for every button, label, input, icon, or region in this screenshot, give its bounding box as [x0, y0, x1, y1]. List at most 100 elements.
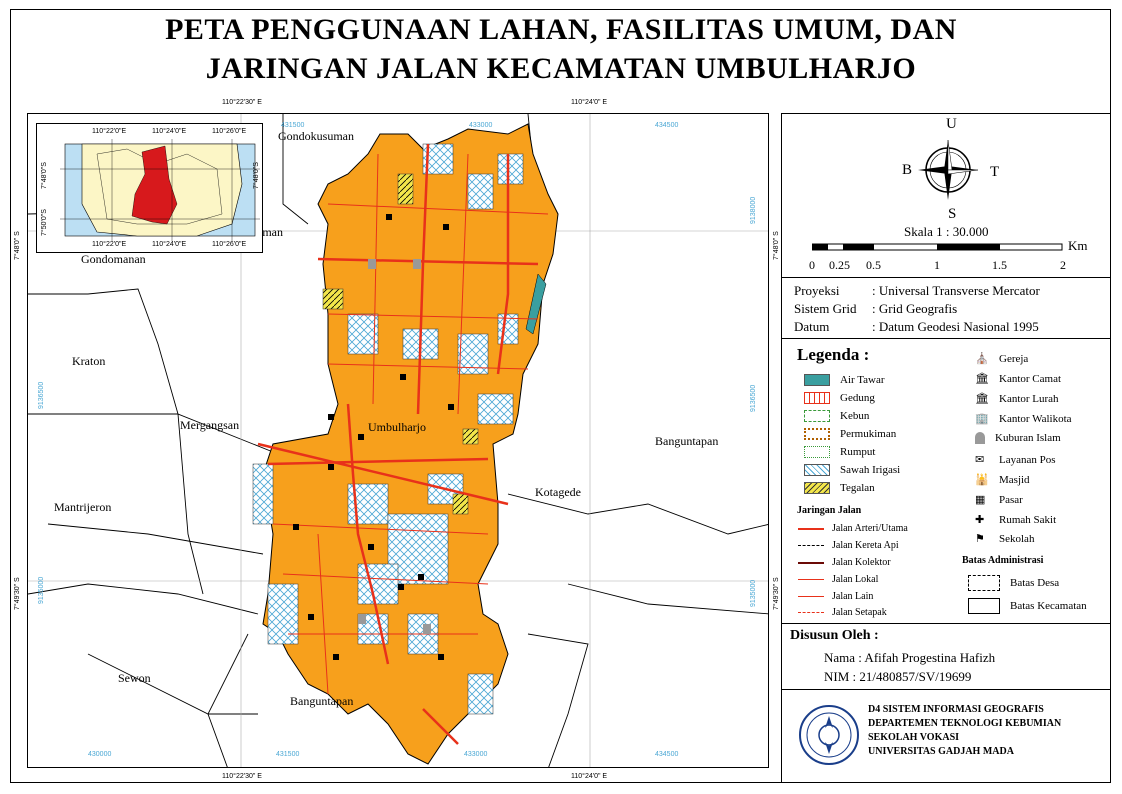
grid-left-2: 9135000 [38, 576, 45, 604]
label-partial-gondomanan: aman [257, 225, 283, 239]
scale-tick-0: 0 [809, 258, 815, 272]
grid-bottom-2: 431500 [276, 751, 300, 758]
inset-map[interactable]: 110°22'0"E 110°24'0"E 110°26'0"E 110°22'… [36, 123, 263, 253]
office-icon: 🏛 [975, 393, 989, 405]
district-boundaries [28, 114, 768, 767]
legend-kantor-walikota: 🏢 Kantor Walikota [975, 412, 1072, 426]
legend-pasar: ▦ Pasar [975, 493, 1023, 507]
grid-left-1: 9136500 [38, 381, 45, 409]
legend-label: Pasar [999, 494, 1023, 506]
legend-kantor-lurah: 🏛 Kantor Lurah [975, 392, 1059, 406]
office-icon: 🏛 [975, 373, 989, 385]
legend-title: Legenda : [797, 345, 870, 364]
scale-bar [812, 243, 1063, 251]
cemetery-markers [358, 259, 431, 634]
legend-pos: ✉ Layanan Pos [975, 453, 1056, 467]
grid-right-3: 9135000 [750, 579, 757, 607]
west-label: B [902, 162, 913, 178]
scale-tick-2: 2 [1060, 258, 1066, 272]
legend-label: Layanan Pos [999, 454, 1056, 466]
swatch-tegalan [804, 482, 830, 494]
proj-key-2: Sistem Grid [794, 301, 857, 316]
dry-fields [322, 173, 479, 515]
school-icon: ⚑ [975, 533, 985, 545]
proj-val-1: : Universal Transverse Mercator [872, 283, 1040, 298]
legend-label: Kantor Camat [999, 373, 1062, 385]
coord-bottom-1: 110°22'30" E [222, 773, 262, 780]
office-icon: 🏢 [975, 413, 989, 425]
inset-bottom-2: 110°24'0"E [152, 241, 187, 248]
scale-label: Skala 1 : 30.000 [904, 224, 989, 239]
grid-right-1: 9138000 [750, 196, 757, 224]
legend-label: Batas Kecamatan [1010, 600, 1087, 612]
institution-panel: D4 SISTEM INFORMASI GEOGRAFIS DEPARTEMEN… [781, 689, 1111, 783]
coord-bottom-2: 110°24'0" E [571, 773, 608, 780]
label-kraton: Kraton [72, 354, 106, 368]
legend-label: Air Tawar [840, 374, 885, 386]
legend-air-tawar: Air Tawar [804, 374, 885, 386]
line-lain [798, 596, 824, 597]
author-name: Nama : Afifah Progestina Hafizh [824, 650, 996, 665]
swatch-sawah [804, 464, 830, 476]
inset-left-2: 7°50'0"S [41, 209, 48, 236]
title-line-2: JARINGAN JALAN KECAMATAN UMBULHARJO [205, 52, 917, 85]
grid-top-2: 433000 [469, 122, 493, 129]
coord-left-2: 7°49'30" S [14, 577, 21, 610]
legend-permukiman: Permukiman [804, 428, 896, 440]
legend-road-lokal: Jalan Lokal [798, 574, 878, 585]
legend-sekolah: ⚑ Sekolah [975, 532, 1034, 546]
map-canvas [28, 114, 768, 767]
facility-markers [293, 214, 454, 660]
label-sewon: Sewon [118, 671, 151, 685]
legend-rumput: Rumput [804, 446, 875, 458]
north-scale-panel: U B T S Skala 1 : 30.000 Km 0 0.25 0.5 1… [781, 113, 1111, 278]
coord-right-2: 7°49'30" S [773, 577, 780, 610]
title-line-1: PETA PENGGUNAAN LAHAN, FASILITAS UMUM, D… [165, 13, 957, 46]
legend-label: Tegalan [840, 482, 875, 494]
umbulharjo-district[interactable] [262, 123, 559, 765]
legend-label: Kuburan Islam [995, 432, 1061, 444]
proj-key-1: Proyeksi [794, 283, 840, 298]
line-kolektor [798, 561, 824, 564]
east-label: T [990, 164, 1000, 180]
legend-label: Rumput [840, 446, 876, 458]
scale-tick-1: 1 [934, 258, 940, 272]
north-label: U [946, 116, 957, 132]
legend-label: Gedung [840, 392, 875, 404]
swatch-batas-kecamatan [968, 598, 1000, 614]
south-label: S [948, 206, 957, 222]
main-map[interactable]: Gondokusuman Gondomanan Kraton Mergangsa… [27, 113, 769, 768]
coord-top-1: 110°22'30" E [222, 99, 262, 106]
institution-line-3: SEKOLAH VOKASI [868, 732, 960, 743]
grid-bottom-4: 434500 [655, 751, 679, 758]
legend-label: Permukiman [840, 428, 897, 440]
author-panel: Disusun Oleh : Nama : Afifah Progestina … [781, 623, 1111, 690]
inset-top-3: 110°26'0"E [212, 128, 247, 135]
legend-label: Jalan Arteri/Utama [832, 523, 908, 534]
label-gondokusuman: Gondokusuman [278, 129, 354, 143]
grid-top-3: 434500 [655, 122, 679, 129]
church-icon: ⛪ [975, 353, 989, 365]
legend-panel: Legenda : Air Tawar Gedung Kebun Permuki… [781, 338, 1111, 624]
legend-label: Jalan Lain [832, 591, 874, 602]
inset-canvas [60, 139, 260, 241]
legend-batas-desa: Batas Desa [968, 575, 1059, 591]
swatch-permukiman [804, 428, 830, 440]
inset-top-1: 110°22'0"E [92, 128, 127, 135]
arterial-roads [257, 143, 539, 745]
legend-road-arteri: Jalan Arteri/Utama [798, 523, 908, 534]
inset-right-1: 7°48'0"S [253, 162, 260, 189]
label-kotagede: Kotagede [535, 485, 581, 499]
institution-line-2: DEPARTEMEN TEKNOLOGI KEBUMIAN [868, 718, 1062, 729]
swatch-kebun [804, 410, 830, 422]
swatch-batas-desa [968, 575, 1000, 591]
legend-label: Batas Desa [1010, 577, 1060, 589]
legend-masjid: 🕌 Masjid [975, 473, 1030, 487]
legend-label: Jalan Kolektor [832, 557, 891, 568]
legend-road-kolektor: Jalan Kolektor [798, 557, 891, 568]
coord-right-1: 7°48'0" S [773, 231, 780, 260]
author-title: Disusun Oleh : [790, 628, 879, 643]
mosque-icon: 🕌 [975, 474, 989, 486]
author-nim: NIM : 21/480857/SV/19699 [824, 669, 972, 684]
inset-bottom-3: 110°26'0"E [212, 241, 247, 248]
